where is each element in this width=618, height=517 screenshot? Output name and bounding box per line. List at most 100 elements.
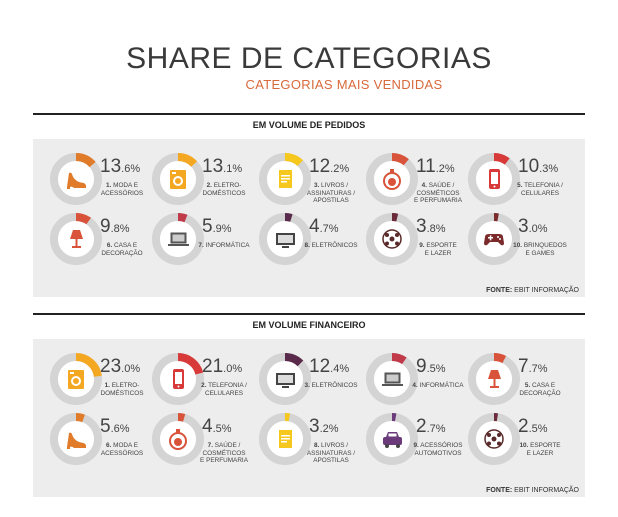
share-percentage: 2.7%	[416, 416, 446, 437]
category-label: 10. BRINQUEDOS E GAMES	[513, 242, 567, 257]
donut-chart	[366, 413, 418, 465]
donut-share-arc	[391, 353, 407, 365]
car-icon	[383, 432, 402, 448]
orders-panel: FONTE: EBIT INFORMAÇÃO 13.6% 1. MODA E AC…	[33, 139, 585, 297]
category-label: 4. INFORMÁTICA	[412, 382, 464, 389]
category-item: 3.8% 9. ESPORTE E LAZER	[364, 211, 468, 267]
donut-share-arc	[493, 153, 510, 165]
category-label: 5. CASA E DECORAÇÃO	[519, 382, 561, 397]
category-item: 3.0% 10. BRINQUEDOS E GAMES	[466, 211, 570, 267]
shoe-icon	[67, 432, 86, 449]
donut-share-arc	[75, 213, 92, 225]
donut-share-arc	[284, 353, 304, 367]
donut-chart	[152, 413, 204, 465]
category-item: 13.6% 1. MODA E ACESSÓRIOS	[48, 151, 152, 207]
share-percentage: 21.0%	[202, 356, 243, 377]
donut-share-arc	[284, 153, 304, 167]
page-title: SHARE DE CATEGORIAS	[126, 42, 492, 75]
category-label: 9. ACESSÓRIOS AUTOMOTIVOS	[413, 442, 463, 457]
category-item: 11.2% 4. SAÚDE / COSMÉTICOS E PERFUMARIA	[364, 151, 468, 207]
donut-chart	[366, 213, 418, 265]
washing-machine-icon	[170, 170, 186, 189]
donut-share-arc	[177, 213, 188, 223]
donut-chart	[259, 153, 311, 205]
category-item: 13.1% 2. ELETRO- DOMÉSTICOS	[150, 151, 254, 207]
book-icon	[279, 430, 292, 448]
share-percentage: 23.0%	[100, 356, 141, 377]
category-label: 1. ELETRO- DOMÉSTICOS	[100, 382, 144, 397]
donut-chart	[50, 153, 102, 205]
category-label: 6. CASA E DECORAÇÃO	[101, 242, 143, 257]
shoe-icon	[67, 172, 86, 189]
category-item: 2.7% 9. ACESSÓRIOS AUTOMOTIVOS	[364, 411, 468, 467]
share-percentage: 10.3%	[518, 156, 559, 177]
category-label: 3. LIVROS / ASSINATURAS / APOSTILAS	[306, 182, 356, 204]
donut-chart	[50, 413, 102, 465]
financial-panel: FONTE: EBIT INFORMAÇÃO 23.0% 1. ELETRO- D…	[33, 339, 585, 497]
donut-share-arc	[177, 353, 204, 375]
donut-share-arc	[391, 213, 399, 222]
page-subtitle: CATEGORIAS MAIS VENDIDAS	[245, 77, 443, 92]
perfume-icon	[169, 429, 187, 450]
share-percentage: 4.7%	[309, 216, 339, 237]
book-icon	[279, 170, 292, 188]
category-label: 5. TELEFONIA / CELULARES	[517, 182, 563, 197]
category-label: 6. MODA E ACESSÓRIOS	[100, 442, 144, 457]
category-label: 1. MODA E ACESSÓRIOS	[100, 182, 144, 197]
share-percentage: 5.9%	[202, 216, 232, 237]
tv-icon	[276, 373, 295, 388]
donut-share-arc	[391, 153, 409, 166]
category-label: 8. ELETRÔNICOS	[304, 242, 358, 249]
donut-chart	[50, 353, 102, 405]
source-note: FONTE: EBIT INFORMAÇÃO	[486, 287, 579, 294]
donut-chart	[152, 153, 204, 205]
ball-icon	[382, 229, 402, 249]
category-item: 5.9% 7. INFORMÁTICA	[150, 211, 254, 267]
share-percentage: 3.8%	[416, 216, 446, 237]
category-label: 7. SAÚDE / COSMÉTICOS E PERFUMARIA	[200, 442, 248, 464]
category-label: 3. ELETRÔNICOS	[304, 382, 358, 389]
category-label: 10. ESPORTE E LAZER	[519, 442, 561, 457]
donut-chart	[468, 413, 520, 465]
section-heading-orders: EM VOLUME DE PEDIDOS	[33, 113, 585, 137]
perfume-icon	[383, 169, 401, 190]
donut-share-arc	[284, 213, 293, 222]
category-item: 12.4% 3. ELETRÔNICOS	[257, 351, 361, 407]
lamp-icon	[70, 230, 83, 248]
donut-chart	[152, 213, 204, 265]
share-percentage: 4.5%	[202, 416, 232, 437]
donut-share-arc	[75, 353, 102, 378]
category-item: 12.2% 3. LIVROS / ASSINATURAS / APOSTILAS	[257, 151, 361, 207]
category-item: 9.8% 6. CASA E DECORAÇÃO	[48, 211, 152, 267]
category-item: 10.3% 5. TELEFONIA / CELULARES	[466, 151, 570, 207]
donut-chart	[468, 353, 520, 405]
category-item: 3.2% 8. LIVROS / ASSINATURAS / APOSTILAS	[257, 411, 361, 467]
donut-chart	[366, 353, 418, 405]
category-item: 4.7% 8. ELETRÔNICOS	[257, 211, 361, 267]
donut-chart	[259, 353, 311, 405]
laptop-icon	[382, 372, 403, 386]
category-label: 9. ESPORTE E LAZER	[419, 242, 457, 257]
donut-chart	[366, 153, 418, 205]
category-item: 7.7% 5. CASA E DECORAÇÃO	[466, 351, 570, 407]
gamepad-icon	[484, 234, 504, 246]
category-label: 7. INFORMÁTICA	[198, 242, 250, 249]
source-note: FONTE: EBIT INFORMAÇÃO	[486, 487, 579, 494]
phone-icon	[489, 169, 500, 189]
category-item: 23.0% 1. ELETRO- DOMÉSTICOS	[48, 351, 152, 407]
category-label: 4. SAÚDE / COSMÉTICOS E PERFUMARIA	[414, 182, 462, 204]
donut-chart	[259, 213, 311, 265]
category-item: 21.0% 2. TELEFONIA / CELULARES	[150, 351, 254, 407]
section-heading-financial: EM VOLUME FINANCEIRO	[33, 313, 585, 337]
share-percentage: 9.5%	[416, 356, 446, 377]
donut-chart	[50, 213, 102, 265]
donut-chart	[152, 353, 204, 405]
share-percentage: 5.6%	[100, 416, 130, 437]
share-percentage: 2.5%	[518, 416, 548, 437]
category-item: 4.5% 7. SAÚDE / COSMÉTICOS E PERFUMARIA	[150, 411, 254, 467]
donut-chart	[468, 213, 520, 265]
share-percentage: 13.6%	[100, 156, 141, 177]
donut-share-arc	[75, 153, 96, 168]
washing-machine-icon	[68, 370, 84, 389]
category-item: 2.5% 10. ESPORTE E LAZER	[466, 411, 570, 467]
